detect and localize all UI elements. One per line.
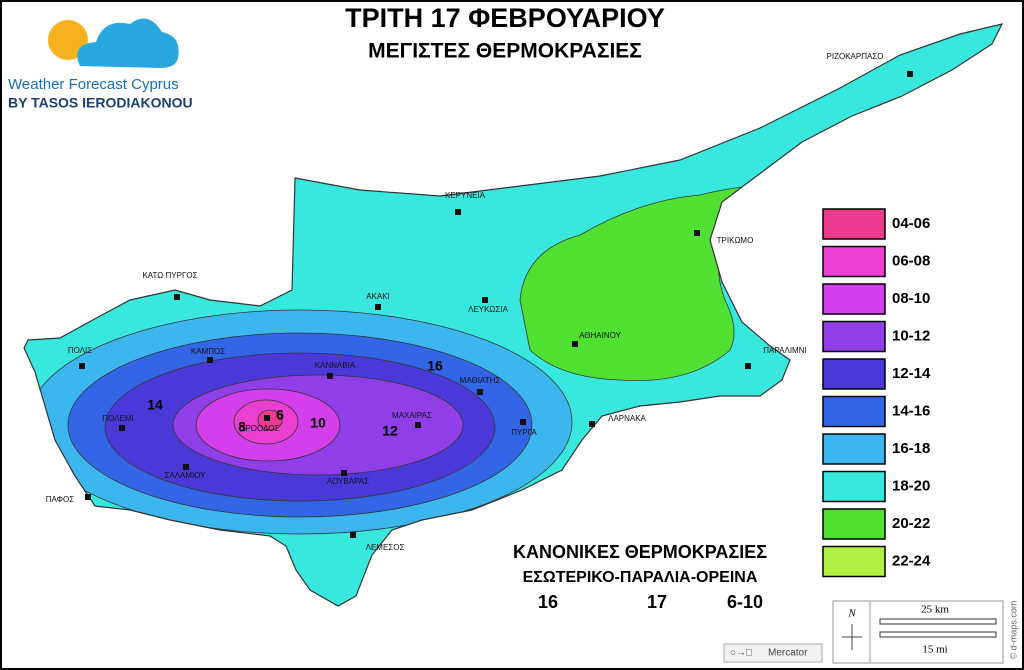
isotherm-label: 16 — [427, 358, 443, 374]
mi-label: 15 mi — [922, 644, 947, 656]
logo: Weather Forecast Cyprus BY TASOS IERODIA… — [8, 18, 193, 111]
place-label: ΠΟΛΕΜΙ — [102, 414, 133, 423]
place-label: ΠΑΡΑΛΙΜΝΙ — [763, 346, 806, 355]
isotherm-label: 8 — [238, 419, 246, 435]
place-marker — [119, 425, 125, 431]
place-marker — [85, 494, 91, 500]
legend-swatch — [822, 470, 886, 503]
place-label: ΚΑΜΠΟΣ — [191, 347, 225, 356]
place-marker — [174, 294, 180, 300]
place-label: ΠΟΛΙΣ — [68, 346, 92, 355]
place-marker — [907, 71, 913, 77]
place-label: ΛΕΜΕΣΟΣ — [366, 543, 405, 552]
logo-byline: BY TASOS IERODIAKONOU — [8, 95, 193, 111]
logo-cloud — [77, 18, 179, 68]
legend-label: 06-08 — [892, 252, 930, 269]
places: 16 14 12 10 8 6 ΡΙΖΟΚΑΡΠΑΣΟ ΚΕΡΥΝΕΙΑ ΤΡΙΚΩΜΟ ΚΑΤΩ… — [46, 52, 913, 552]
place-marker — [589, 421, 595, 427]
title: ΤΡΙΤΗ 17 ΦΕΒΡΟΥΑΡΙΟΥ — [345, 3, 665, 33]
logo-sun — [48, 20, 88, 60]
place-marker — [572, 341, 578, 347]
legend-label: 16-18 — [892, 440, 930, 457]
place-marker — [482, 297, 488, 303]
place-label: ΚΕΡΥΝΕΙΑ — [445, 191, 486, 200]
place-marker — [264, 415, 270, 421]
legend-label: 08-10 — [892, 290, 930, 307]
place-label: ΜΑΘΙΑΤΗΣ — [460, 376, 501, 385]
normals-subtitle: ΕΣΩΤΕΡΙΚΟ-ΠΑΡΑΛΙΑ-ΟΡΕΙΝΑ — [523, 569, 758, 586]
legend-swatch — [822, 358, 886, 390]
place-marker — [327, 373, 333, 379]
place-label: ΚΑΝΝΑΒΙΑ — [315, 361, 356, 370]
place-label: ΑΚΑΚΙ — [366, 292, 390, 301]
north-label: N — [847, 608, 856, 620]
legend-swatch — [822, 508, 886, 540]
place-marker — [694, 230, 700, 236]
isotherm-label: 10 — [310, 415, 326, 431]
legend-label: 04-06 — [892, 215, 930, 232]
legend-label: 22-24 — [892, 552, 931, 569]
place-label: ΡΙΖΟΚΑΡΠΑΣΟ — [827, 52, 884, 61]
legend-label: 18-20 — [892, 477, 930, 494]
place-marker — [207, 357, 213, 363]
place-label: ΛΑΡΝΑΚΑ — [608, 414, 646, 423]
projection: Mercator — [768, 648, 808, 659]
credit: © d-maps.com — [1008, 601, 1018, 660]
legend-swatch — [822, 283, 886, 315]
normals-title: ΚΑΝΟΝΙΚΕΣ ΘΕΡΜΟΚΡΑΣΙΕΣ — [513, 542, 767, 562]
normal-inland: 16 — [538, 592, 558, 612]
isotherm-label: 14 — [147, 397, 163, 413]
legend-swatch — [822, 545, 886, 578]
place-marker — [415, 422, 421, 428]
legend-swatch — [822, 245, 886, 278]
place-marker — [183, 464, 189, 470]
projection-icon: ○→□ — [730, 648, 752, 659]
scale-box: N 25 km 15 mi © d-maps.com — [832, 600, 1018, 664]
legend-swatch — [822, 208, 886, 240]
km-bar — [879, 618, 997, 625]
km-label: 25 km — [921, 604, 949, 616]
place-marker — [341, 470, 347, 476]
compass — [842, 624, 862, 650]
place-label: ΛΕΥΚΩΣΙΑ — [468, 305, 509, 314]
legend-swatch — [822, 320, 886, 353]
place-marker — [375, 304, 381, 310]
place-label: ΠΥΡΓΑ — [511, 428, 537, 437]
place-label: ΤΡΙΚΩΜΟ — [717, 236, 754, 245]
projection-box — [723, 643, 823, 663]
place-marker — [79, 363, 85, 369]
logo-name: Weather Forecast Cyprus — [8, 76, 179, 93]
place-marker — [745, 363, 751, 369]
normal-coast: 17 — [647, 592, 667, 612]
legend-label: 10-12 — [892, 327, 930, 344]
place-marker — [350, 532, 356, 538]
legend-swatch — [822, 395, 886, 428]
place-marker — [477, 389, 483, 395]
place-label: ΠΑΦΟΣ — [46, 495, 74, 504]
place-label: ΤΡΟΟΔΟΣ — [241, 424, 280, 433]
isotherm-label: 6 — [276, 407, 284, 423]
legend: 04-06 06-08 08-10 10-12 12-14 14-16 16-18 18-20… — [822, 208, 931, 578]
place-marker — [455, 209, 461, 215]
place-label: ΚΑΤΩ ΠΥΡΓΟΣ — [142, 271, 197, 280]
mi-bar — [879, 631, 997, 638]
normal-mountain: 6-10 — [727, 592, 763, 612]
legend-label: 12-14 — [892, 365, 931, 382]
legend-label: 20-22 — [892, 515, 930, 532]
place-label: ΜΑΧΑΙΡΑΣ — [392, 411, 432, 420]
subtitle: ΜΕΓΙΣΤΕΣ ΘΕΡΜΟΚΡΑΣΙΕΣ — [368, 40, 642, 63]
place-marker — [520, 419, 526, 425]
isotherm-label: 12 — [382, 423, 398, 439]
place-label: ΣΑΛΑΜΙΟΥ — [164, 471, 206, 480]
legend-swatch — [822, 433, 886, 465]
place-label: ΛΟΥΒΑΡΑΣ — [327, 477, 369, 486]
legend-label: 14-16 — [892, 402, 930, 419]
place-label: ΑΘΗΑΙΝΟΥ — [579, 331, 621, 340]
